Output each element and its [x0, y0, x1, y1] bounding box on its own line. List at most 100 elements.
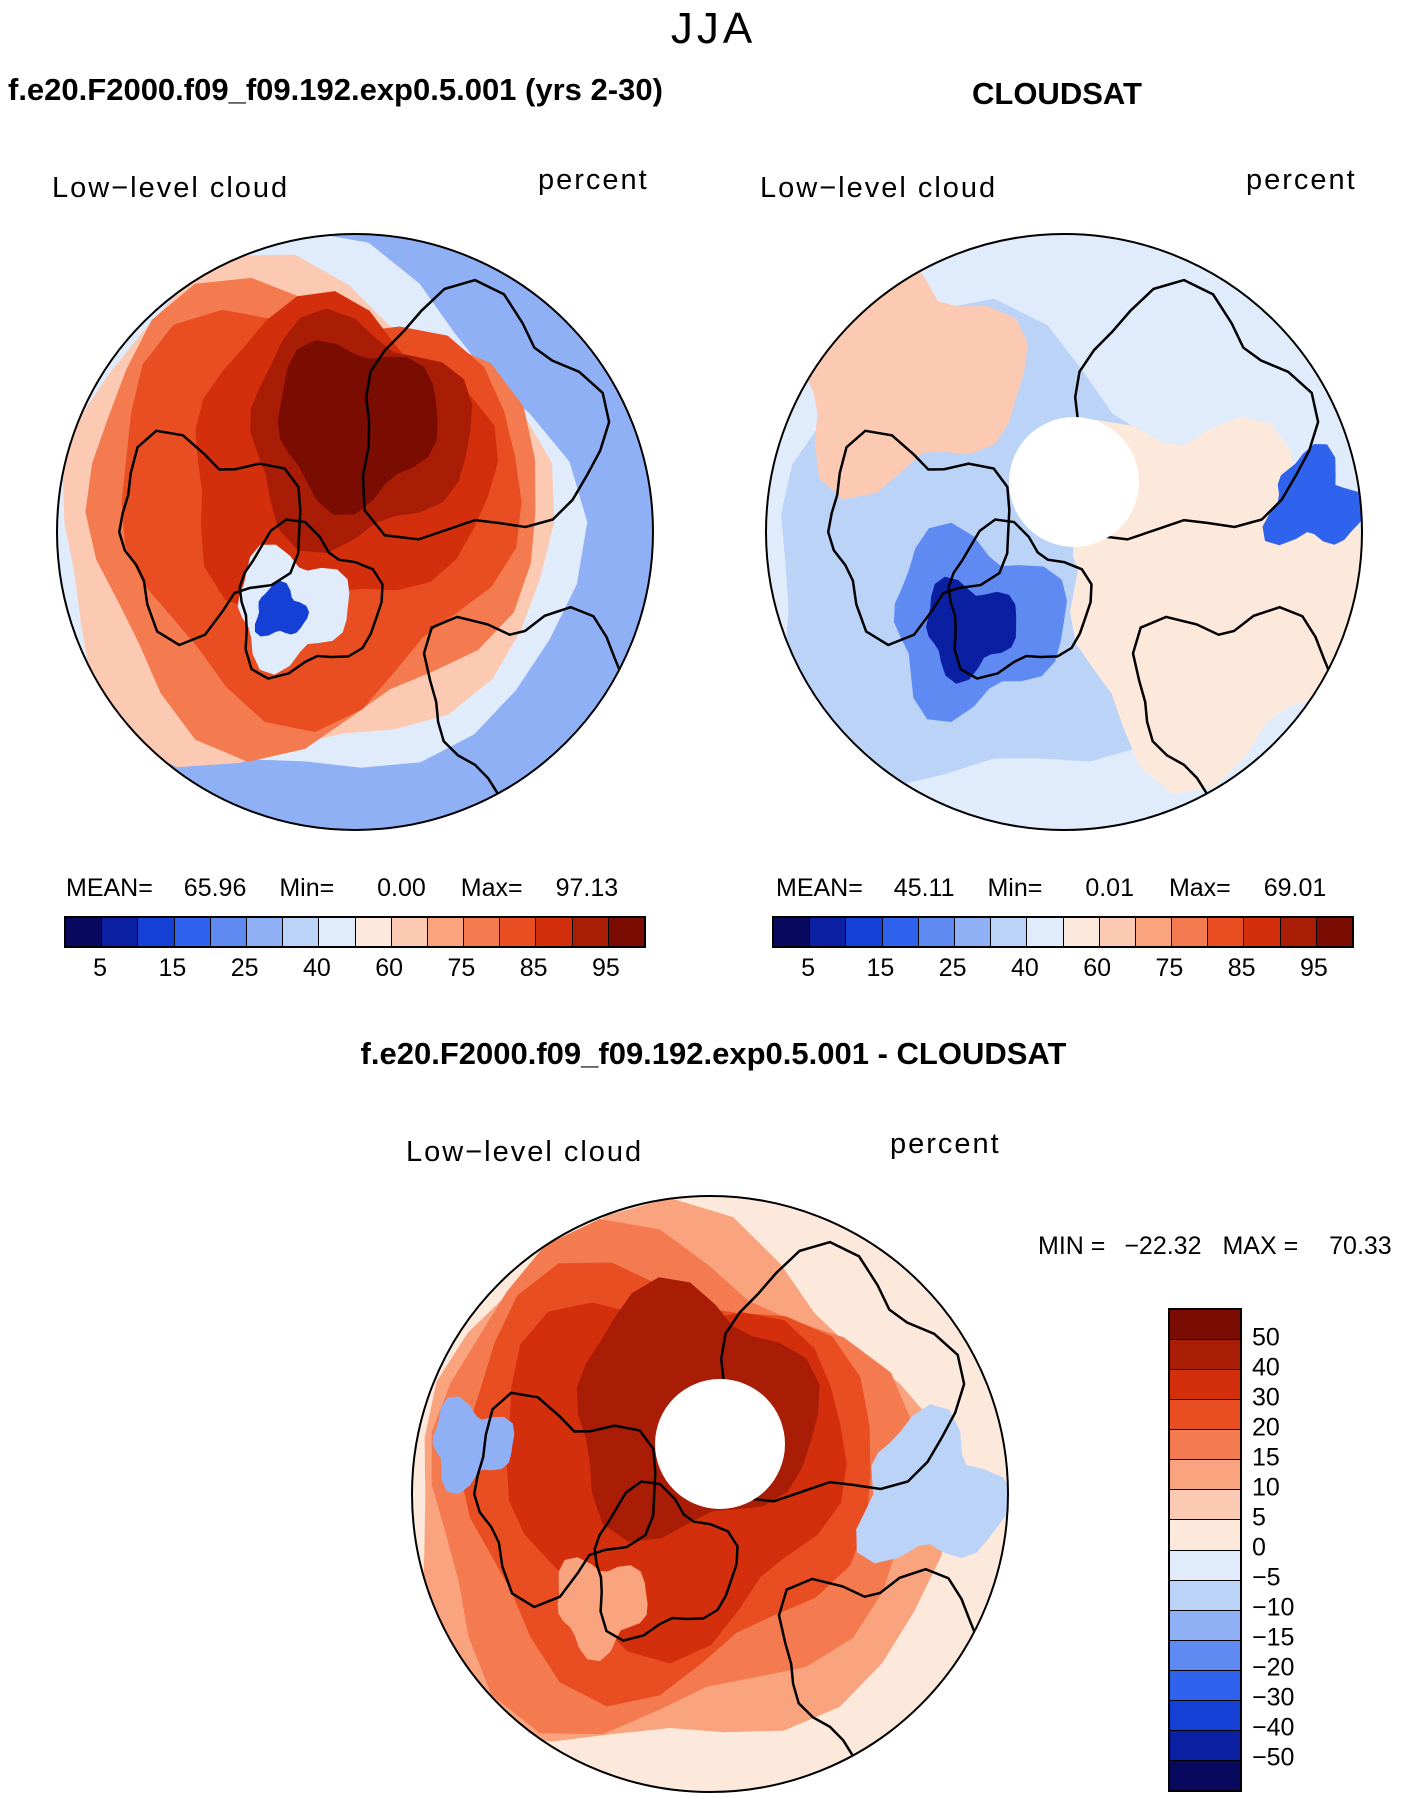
- diff-panel-title: f.e20.F2000.f09_f09.192.exp0.5.001 - CLO…: [360, 1036, 1067, 1071]
- panel2-polar-map: [765, 233, 1363, 831]
- colorbar-tick-label: 75: [447, 954, 476, 982]
- colorbar-swatch: [1244, 918, 1281, 946]
- colorbar-tick-label: 15: [158, 954, 187, 982]
- colorbar-tick-label: 25: [938, 954, 967, 982]
- map-boundary: [765, 233, 1363, 831]
- polar-data-gap: [655, 1379, 785, 1509]
- colorbar-swatch: [1170, 1400, 1240, 1431]
- colorbar-tick-label: 40: [1010, 954, 1039, 982]
- colorbar-swatch: [846, 918, 883, 946]
- colorbar-swatch: [1170, 1460, 1240, 1491]
- colorbar-tick-label: 40: [1252, 1353, 1280, 1382]
- colorbar-swatch: [319, 918, 356, 946]
- colorbar-tick-label: 60: [1083, 954, 1112, 982]
- colorbar-swatch: [954, 918, 992, 946]
- colorbar-tick-label: 95: [1299, 954, 1328, 982]
- colorbar-swatch: [1170, 1700, 1240, 1731]
- colorbar-swatch: [1172, 918, 1209, 946]
- colorbar-tick-label: −50: [1252, 1743, 1295, 1772]
- season-title: JJA: [670, 4, 757, 53]
- panel2-colorbar-ticks: 5 15 25 40 60 75 85 95: [772, 954, 1350, 984]
- colorbar-swatch: [1170, 1670, 1240, 1701]
- colorbar-swatch: [1027, 918, 1064, 946]
- panel1-polar-map: [56, 233, 654, 831]
- colorbar-swatch: [774, 918, 811, 946]
- coastline: [117, 429, 302, 647]
- cloud-field-contour: [254, 580, 310, 637]
- colorbar-swatch: [1170, 1430, 1240, 1461]
- colorbar-swatch: [500, 918, 537, 946]
- coastline: [472, 1391, 657, 1609]
- cloud-field-contour: [557, 1557, 648, 1662]
- colorbar-swatch: [283, 918, 320, 946]
- diff-polar-map: [411, 1195, 1009, 1793]
- colorbar-swatch: [1170, 1370, 1240, 1401]
- panel2-min-label: Min=: [987, 874, 1043, 902]
- colorbar-swatch: [464, 918, 501, 946]
- colorbar-swatch: [608, 918, 644, 946]
- colorbar-swatch: [918, 918, 955, 946]
- colorbar-swatch: [1170, 1760, 1240, 1790]
- colorbar-swatch: [1135, 918, 1173, 946]
- colorbar-tick-label: 50: [1252, 1323, 1280, 1352]
- panel1-units-label: percent: [538, 164, 649, 196]
- colorbar-swatch: [1170, 1730, 1240, 1761]
- cloud-field-contour: [1262, 444, 1362, 546]
- colorbar-swatch: [1280, 918, 1317, 946]
- panel2-variable-label: Low−level cloud: [760, 172, 998, 204]
- map-boundary: [56, 233, 654, 831]
- colorbar-tick-label: 15: [1252, 1443, 1280, 1472]
- panel1-colorbar-ticks: 5 15 25 40 60 75 85 95: [64, 954, 642, 984]
- coastline: [238, 518, 384, 680]
- colorbar-swatch: [66, 918, 103, 946]
- panel2-units-label: percent: [1246, 164, 1357, 196]
- colorbar-tick-label: 85: [1227, 954, 1256, 982]
- colorbar-tick-label: 40: [302, 954, 331, 982]
- diff-max-value: 70.33: [1329, 1232, 1392, 1260]
- colorbar-tick-label: −15: [1252, 1623, 1295, 1652]
- colorbar-swatch: [991, 918, 1028, 946]
- colorbar-tick-label: 75: [1155, 954, 1184, 982]
- panel2-mean-label: MEAN=: [776, 874, 863, 902]
- colorbar-swatch: [102, 918, 139, 946]
- colorbar-tick-label: 30: [1252, 1383, 1280, 1412]
- colorbar-tick-label: 95: [591, 954, 620, 982]
- colorbar-swatch: [138, 918, 175, 946]
- colorbar-swatch: [1063, 918, 1100, 946]
- diff-units-label: percent: [890, 1128, 1001, 1160]
- colorbar-swatch: [1170, 1490, 1240, 1521]
- colorbar-swatch: [355, 918, 392, 946]
- cloud-field-contour: [277, 340, 438, 515]
- colorbar-tick-label: 5: [93, 954, 108, 982]
- diff-min-label: MIN =: [1038, 1232, 1106, 1260]
- colorbar-swatch: [246, 918, 284, 946]
- colorbar-swatch: [1170, 1550, 1240, 1581]
- colorbar-swatch: [1170, 1640, 1240, 1671]
- panel2-min-value: 0.01: [1085, 874, 1134, 902]
- panel2-colorbar: [772, 916, 1354, 948]
- coastline: [826, 429, 1011, 647]
- panel1-title: f.e20.F2000.f09_f09.192.exp0.5.001 (yrs …: [8, 72, 663, 107]
- coastline: [361, 278, 611, 541]
- colorbar-swatch: [1099, 918, 1136, 946]
- colorbar-swatch: [1170, 1610, 1240, 1641]
- colorbar-tick-label: −5: [1252, 1563, 1281, 1592]
- colorbar-swatch: [391, 918, 428, 946]
- panel2-stats: MEAN= 45.11 Min= 0.01 Max= 69.01: [776, 874, 1326, 903]
- polar-data-gap: [1009, 417, 1139, 547]
- colorbar-swatch: [427, 918, 465, 946]
- panel1-mean-value: 65.96: [183, 874, 247, 902]
- colorbar-tick-label: 10: [1252, 1473, 1280, 1502]
- diff-colorbar: [1168, 1308, 1242, 1792]
- diff-colorbar-ticks: 50 40 30 20 15 10 5 0 −5 −10 −15 −20 −30 −40 −50: [1252, 1308, 1332, 1788]
- cloud-field-contour: [432, 1396, 515, 1495]
- diff-stats: MIN = −22.32 MAX = 70.33: [1038, 1232, 1392, 1261]
- coastline: [947, 518, 1093, 680]
- colorbar-swatch: [1170, 1310, 1240, 1341]
- colorbar-swatch: [1170, 1580, 1240, 1611]
- panel2-max-value: 69.01: [1263, 874, 1327, 902]
- colorbar-tick-label: −10: [1252, 1593, 1295, 1622]
- cloud-field-contour: [856, 1404, 1008, 1564]
- colorbar-swatch: [810, 918, 847, 946]
- colorbar-swatch: [1208, 918, 1245, 946]
